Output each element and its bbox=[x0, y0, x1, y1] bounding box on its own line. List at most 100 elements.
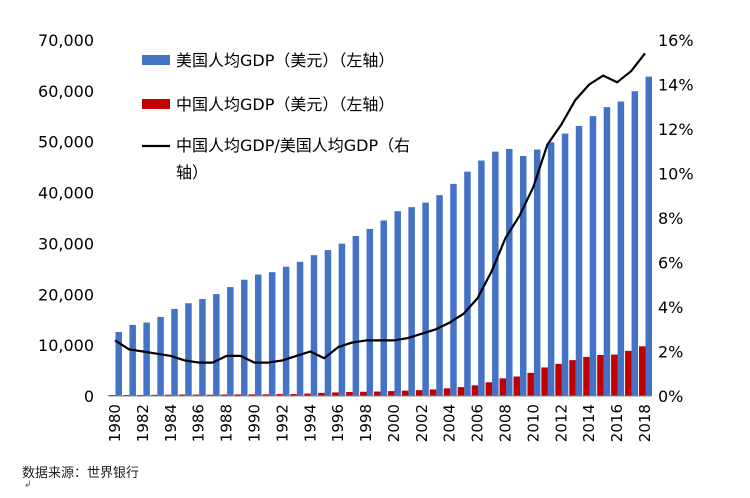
us-bar-2012 bbox=[561, 133, 569, 396]
x-tick-label: 1988 bbox=[218, 404, 236, 442]
us-bar-1992 bbox=[282, 266, 290, 396]
china-bar-1986 bbox=[192, 394, 200, 397]
china-bar-1992 bbox=[276, 394, 283, 396]
us-bar-1996 bbox=[338, 243, 346, 396]
china-bar-2016 bbox=[611, 354, 618, 396]
us-bar-1990 bbox=[254, 274, 262, 396]
legend-swatch-us bbox=[142, 55, 170, 65]
legend-label-china: 中国人均GDP（美元）（左轴） bbox=[176, 95, 394, 114]
us-bar-1988 bbox=[227, 287, 234, 396]
x-tick-label: 2016 bbox=[608, 404, 626, 442]
x-tick-label: 2006 bbox=[469, 404, 487, 442]
right-y-tick-label: 0% bbox=[658, 387, 683, 406]
china-bar-2003 bbox=[429, 389, 437, 396]
us-bar-1983 bbox=[157, 316, 164, 396]
us-bar-1981 bbox=[129, 324, 136, 396]
us-bar-1999 bbox=[380, 220, 387, 396]
us-bar-2018 bbox=[645, 76, 653, 396]
us-bar-2010 bbox=[533, 149, 541, 396]
us-bar-1991 bbox=[268, 272, 276, 396]
right-y-tick-label: 16% bbox=[658, 31, 694, 50]
x-tick-label: 2000 bbox=[385, 404, 403, 442]
china-bar-1999 bbox=[374, 391, 381, 396]
us-bar-1995 bbox=[324, 250, 332, 396]
us-bar-2017 bbox=[631, 91, 639, 396]
china-bar-1995 bbox=[318, 392, 325, 396]
left-y-axis: 0 10,000 20,000 30,000 40,000 50,000 60,000 70,… bbox=[38, 31, 94, 406]
x-tick-label: 1998 bbox=[357, 404, 375, 442]
us-bar-2004 bbox=[450, 183, 457, 396]
right-y-tick-label: 8% bbox=[658, 209, 683, 228]
us-bar-2003 bbox=[436, 195, 443, 396]
china-gdp-bars bbox=[108, 346, 646, 397]
us-bar-2008 bbox=[506, 148, 513, 396]
left-y-tick-label: 0 bbox=[84, 387, 94, 406]
us-bar-2000 bbox=[394, 211, 401, 396]
china-bar-1984 bbox=[164, 394, 172, 397]
right-y-tick-label: 6% bbox=[658, 254, 683, 273]
china-bar-2000 bbox=[387, 391, 395, 396]
us-bar-2016 bbox=[617, 101, 625, 397]
right-y-tick-label: 4% bbox=[658, 298, 683, 317]
china-bar-2010 bbox=[527, 372, 534, 396]
china-bar-1990 bbox=[248, 394, 255, 396]
china-bar-1993 bbox=[290, 394, 297, 396]
x-tick-label: 1984 bbox=[162, 404, 180, 442]
china-bar-1985 bbox=[178, 394, 186, 397]
x-tick-label: 1992 bbox=[273, 404, 291, 442]
us-bar-1986 bbox=[199, 299, 206, 396]
right-y-axis: 0% 2% 4% 6% 8% 10% 12% 14% 16% bbox=[658, 31, 694, 406]
legend-label-ratio-line1: 中国人均GDP/美国人均GDP（右 bbox=[176, 136, 410, 155]
legend-label-us: 美国人均GDP（美元）（左轴） bbox=[176, 51, 394, 70]
us-bar-2011 bbox=[547, 142, 555, 396]
us-bar-2014 bbox=[589, 116, 597, 396]
x-tick-label: 2008 bbox=[497, 404, 515, 442]
source-note: 数据来源：世界银行 bbox=[22, 466, 140, 481]
us-bar-1997 bbox=[352, 236, 360, 396]
china-bar-2017 bbox=[625, 350, 632, 396]
us-bar-2013 bbox=[575, 125, 583, 397]
ratio-line-series bbox=[114, 52, 646, 364]
legend: 美国人均GDP（美元）（左轴） 中国人均GDP（美元）（左轴） 中国人均GDP/美国… bbox=[142, 51, 410, 182]
left-y-tick-label: 50,000 bbox=[38, 133, 94, 152]
us-bar-2005 bbox=[464, 171, 471, 396]
x-tick-label: 1986 bbox=[190, 404, 208, 442]
us-bar-1998 bbox=[366, 228, 374, 396]
x-tick-label: 2018 bbox=[636, 404, 654, 442]
us-bar-1982 bbox=[143, 322, 150, 396]
legend-label-ratio-line2: 轴） bbox=[176, 163, 208, 182]
left-y-tick-label: 40,000 bbox=[38, 184, 94, 203]
left-y-tick-label: 60,000 bbox=[38, 82, 94, 101]
return-mark: ↲ bbox=[24, 480, 32, 490]
us-bar-2015 bbox=[603, 107, 611, 396]
x-tick-label: 2004 bbox=[441, 404, 459, 442]
china-bar-2015 bbox=[597, 354, 604, 396]
china-bar-2005 bbox=[457, 387, 465, 396]
us-bar-1985 bbox=[185, 303, 192, 396]
left-y-tick-label: 70,000 bbox=[38, 31, 94, 50]
x-tick-label: 1994 bbox=[301, 404, 319, 442]
china-bar-2006 bbox=[471, 385, 479, 396]
china-bar-2001 bbox=[401, 390, 409, 396]
china-bar-2018 bbox=[639, 346, 646, 396]
x-tick-label: 2010 bbox=[524, 404, 542, 442]
china-bar-2008 bbox=[499, 378, 507, 396]
left-y-tick-label: 20,000 bbox=[38, 285, 94, 304]
china-bar-1988 bbox=[220, 394, 228, 397]
x-tick-label: 1996 bbox=[329, 404, 347, 442]
x-tick-label: 1982 bbox=[134, 404, 152, 442]
us-bar-1984 bbox=[171, 308, 178, 396]
us-bar-1993 bbox=[296, 261, 304, 396]
china-bar-2013 bbox=[569, 360, 576, 396]
right-y-tick-label: 14% bbox=[658, 76, 694, 95]
china-bar-1989 bbox=[234, 394, 242, 396]
left-y-tick-label: 10,000 bbox=[38, 336, 94, 355]
china-bar-2004 bbox=[443, 388, 451, 396]
us-bar-1987 bbox=[213, 294, 220, 396]
china-bar-2009 bbox=[513, 376, 520, 396]
us-bar-1989 bbox=[241, 279, 248, 396]
us-bar-2007 bbox=[492, 151, 499, 396]
china-bar-2002 bbox=[415, 390, 423, 396]
us-bar-1980 bbox=[115, 332, 122, 396]
